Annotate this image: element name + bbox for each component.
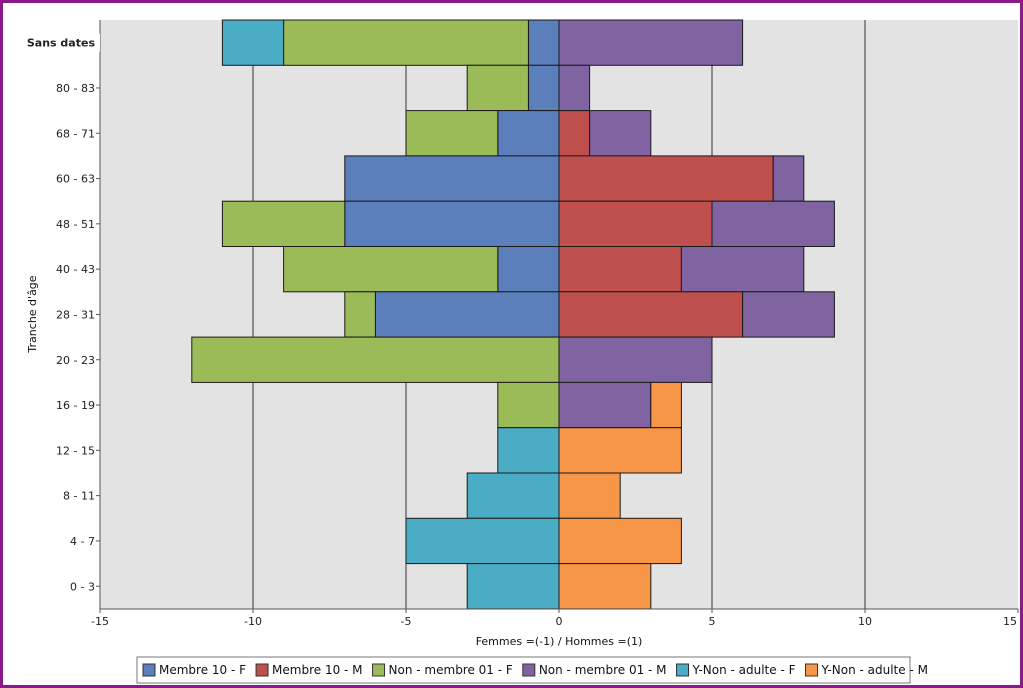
bar bbox=[711, 200, 835, 247]
legend-label: Membre 10 - M bbox=[272, 663, 363, 677]
bar bbox=[558, 517, 682, 565]
bar bbox=[191, 336, 560, 383]
y-axis-title: Tranche d'âge bbox=[26, 275, 39, 353]
bar bbox=[344, 200, 560, 247]
bar bbox=[558, 19, 744, 66]
x-tick-label: 15 bbox=[1003, 615, 1017, 628]
bar bbox=[344, 155, 560, 202]
bar bbox=[558, 563, 652, 610]
y-tick-label: 16 - 19 bbox=[56, 399, 95, 412]
axes-group bbox=[96, 20, 1019, 613]
x-tick-label: -15 bbox=[91, 615, 109, 628]
x-tick-label: 5 bbox=[709, 615, 716, 628]
legend-swatch bbox=[522, 663, 536, 677]
bar bbox=[558, 64, 591, 112]
bar bbox=[221, 200, 346, 247]
bar bbox=[558, 200, 713, 247]
bar bbox=[558, 336, 713, 383]
y-tick-labels: Sans dates 80 - 83 68 - 71 60 - 63 48 - 51 40… bbox=[27, 33, 100, 593]
legend-swatch bbox=[372, 663, 386, 677]
legend-swatch bbox=[142, 663, 156, 677]
y-tick-label: 8 - 11 bbox=[63, 490, 95, 503]
bar bbox=[742, 291, 835, 338]
bar bbox=[497, 110, 560, 157]
y-tick-label: 4 - 7 bbox=[70, 535, 95, 548]
bar bbox=[283, 246, 499, 293]
bar bbox=[497, 427, 560, 474]
bar bbox=[650, 381, 682, 429]
bar bbox=[589, 110, 652, 157]
bar bbox=[221, 19, 285, 66]
bar bbox=[374, 291, 560, 338]
x-tick-label: -5 bbox=[401, 615, 412, 628]
x-tick-label: 10 bbox=[858, 615, 872, 628]
bar bbox=[558, 155, 774, 202]
bar bbox=[466, 64, 529, 112]
y-tick-label: 0 - 3 bbox=[70, 580, 95, 593]
bar bbox=[405, 110, 499, 157]
y-tick-label: 48 - 51 bbox=[56, 218, 95, 231]
legend-label: Membre 10 - F bbox=[159, 663, 246, 677]
legend: Membre 10 - F Membre 10 - M Non - membre 0… bbox=[136, 656, 928, 684]
legend-label: Y-Non - adulte - F bbox=[692, 663, 796, 677]
bar bbox=[527, 64, 560, 112]
y-tick-label-background bbox=[28, 33, 100, 52]
legend-swatch bbox=[805, 663, 819, 677]
bar bbox=[558, 472, 621, 519]
y-tick-label: 40 - 43 bbox=[56, 263, 95, 276]
bar bbox=[558, 291, 744, 338]
legend-label: Non - membre 01 - M bbox=[539, 663, 667, 677]
legend-label: Non - membre 01 - F bbox=[389, 663, 513, 677]
y-tick-label: 28 - 31 bbox=[56, 308, 95, 321]
bar bbox=[558, 246, 682, 293]
legend-label: Y-Non - adulte - M bbox=[821, 663, 928, 677]
bars-group bbox=[191, 19, 835, 610]
x-tick-label: 0 bbox=[556, 615, 563, 628]
y-tick-label: 20 - 23 bbox=[56, 354, 95, 367]
bar bbox=[283, 19, 529, 66]
bar bbox=[558, 427, 682, 474]
bar bbox=[527, 19, 560, 66]
bar bbox=[558, 110, 591, 157]
bar bbox=[466, 563, 560, 610]
bar bbox=[772, 155, 805, 202]
y-tick-label: 12 - 15 bbox=[56, 444, 95, 457]
bar bbox=[344, 291, 376, 338]
bar bbox=[466, 472, 560, 519]
bar bbox=[558, 381, 652, 429]
x-tick-labels: -15 -10 -5 0 5 10 15 bbox=[91, 615, 1017, 628]
x-axis-title: Femmes =(-1) / Hommes =(1) bbox=[476, 635, 643, 648]
bar bbox=[497, 246, 560, 293]
bar bbox=[497, 381, 560, 429]
y-tick-label: 80 - 83 bbox=[56, 82, 95, 95]
x-tick-label: -10 bbox=[244, 615, 262, 628]
legend-swatch bbox=[255, 663, 269, 677]
y-tick-label: 60 - 63 bbox=[56, 173, 95, 186]
bar bbox=[680, 246, 805, 293]
y-tick-label: 68 - 71 bbox=[56, 127, 95, 140]
legend-swatch bbox=[676, 663, 690, 677]
y-tick-label: Sans dates bbox=[27, 37, 96, 50]
bar bbox=[405, 517, 560, 565]
